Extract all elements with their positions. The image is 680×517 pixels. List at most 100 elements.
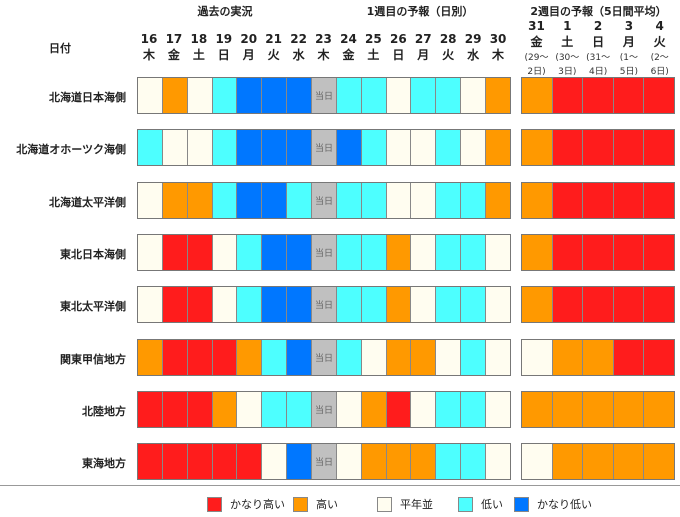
cell-n bbox=[237, 391, 263, 427]
region-label: 東海地方 bbox=[82, 457, 126, 471]
cell-l bbox=[336, 339, 362, 375]
cell-vh bbox=[162, 391, 188, 427]
cell-vl bbox=[287, 130, 313, 166]
cell-vh bbox=[613, 78, 645, 113]
cell-h bbox=[486, 182, 510, 218]
legend-label: 低い bbox=[481, 498, 503, 511]
cell-today: 当日 bbox=[312, 444, 337, 480]
cell-n bbox=[386, 182, 412, 218]
day-number: 21 bbox=[265, 32, 282, 46]
legend-swatch bbox=[377, 496, 392, 512]
cell-vh bbox=[386, 391, 412, 427]
period-weekday: 火 bbox=[653, 35, 666, 49]
cell-n bbox=[411, 391, 437, 427]
cell-l bbox=[436, 130, 462, 166]
cell-n bbox=[361, 339, 387, 375]
cell-vh bbox=[583, 78, 614, 113]
day-weekday: 木 bbox=[492, 48, 505, 62]
cell-n bbox=[187, 78, 213, 113]
week2-grid bbox=[521, 233, 675, 271]
cell-vh bbox=[138, 444, 163, 480]
cell-vl bbox=[287, 339, 313, 375]
header-week1: 1週目の予報（日別） bbox=[366, 5, 474, 18]
cell-l bbox=[436, 78, 462, 113]
cell-l bbox=[336, 287, 362, 323]
period-weekday: 金 bbox=[530, 35, 543, 49]
cell-today: 当日 bbox=[312, 78, 337, 113]
period-range-start: (30～ bbox=[555, 53, 580, 63]
week2-grid bbox=[521, 338, 675, 376]
cell-vh bbox=[187, 234, 213, 270]
cell-h bbox=[522, 391, 553, 427]
period-day-number: 3 bbox=[624, 19, 634, 33]
cell-h bbox=[522, 78, 553, 113]
cell-n bbox=[486, 234, 510, 270]
day-weekday: 月 bbox=[242, 48, 255, 62]
cell-vh bbox=[212, 444, 238, 480]
cell-vh bbox=[644, 78, 674, 113]
cell-h bbox=[162, 182, 188, 218]
cell-l bbox=[436, 287, 462, 323]
cell-l bbox=[262, 339, 288, 375]
cell-l bbox=[287, 391, 313, 427]
cell-vl bbox=[287, 444, 313, 480]
period-range-end: 6日) bbox=[650, 67, 669, 77]
region-label: 北海道オホーツク海側 bbox=[16, 143, 126, 157]
day-number: 19 bbox=[215, 32, 233, 46]
cell-h bbox=[411, 339, 437, 375]
week1-grid: 当日 bbox=[137, 390, 511, 428]
day-weekday: 水 bbox=[292, 48, 305, 62]
legend-item-vh: かなり高い bbox=[207, 496, 285, 512]
cell-vh bbox=[613, 182, 645, 218]
legend-label: 平年並 bbox=[400, 498, 433, 511]
cell-vl bbox=[262, 287, 288, 323]
period-range-start: (31～ bbox=[586, 53, 611, 63]
day-number: 17 bbox=[165, 32, 183, 46]
cell-vh bbox=[613, 130, 645, 166]
day-weekday: 土 bbox=[192, 48, 205, 62]
cell-vl bbox=[287, 234, 313, 270]
cell-h bbox=[552, 444, 584, 480]
cell-h bbox=[613, 391, 645, 427]
cell-today: 当日 bbox=[312, 339, 337, 375]
cell-vh bbox=[583, 287, 614, 323]
cell-l bbox=[411, 78, 437, 113]
cell-vh bbox=[613, 287, 645, 323]
period-range-end: 2日) bbox=[527, 67, 546, 77]
cell-vl bbox=[262, 130, 288, 166]
cell-vh bbox=[552, 234, 584, 270]
cell-n bbox=[138, 78, 163, 113]
legend-item-l: 低い bbox=[458, 496, 503, 512]
cell-n bbox=[486, 287, 510, 323]
cell-vh bbox=[552, 287, 584, 323]
cell-today: 当日 bbox=[312, 234, 337, 270]
cell-vh bbox=[583, 234, 614, 270]
cell-vh bbox=[644, 234, 674, 270]
cell-l bbox=[461, 444, 487, 480]
cell-vh bbox=[583, 182, 614, 218]
cell-l bbox=[461, 391, 487, 427]
cell-vh bbox=[187, 287, 213, 323]
cell-h bbox=[162, 78, 188, 113]
legend-label: かなり低い bbox=[537, 498, 592, 511]
day-weekday: 日 bbox=[392, 48, 405, 62]
cell-vh bbox=[187, 339, 213, 375]
cell-h bbox=[552, 339, 584, 375]
cell-l bbox=[138, 130, 163, 166]
cell-l bbox=[461, 234, 487, 270]
cell-n bbox=[461, 78, 487, 113]
week1-grid: 当日 bbox=[137, 286, 511, 324]
cell-l bbox=[336, 78, 362, 113]
legend-divider bbox=[0, 485, 680, 486]
cell-vh bbox=[644, 130, 674, 166]
cell-n bbox=[386, 78, 412, 113]
cell-n bbox=[212, 234, 238, 270]
cell-l bbox=[212, 182, 238, 218]
day-number: 26 bbox=[389, 32, 407, 46]
cell-vh bbox=[162, 234, 188, 270]
cell-l bbox=[461, 182, 487, 218]
cell-n bbox=[522, 444, 553, 480]
region-label: 東北日本海側 bbox=[60, 247, 126, 261]
cell-n bbox=[162, 130, 188, 166]
cell-h bbox=[522, 234, 553, 270]
